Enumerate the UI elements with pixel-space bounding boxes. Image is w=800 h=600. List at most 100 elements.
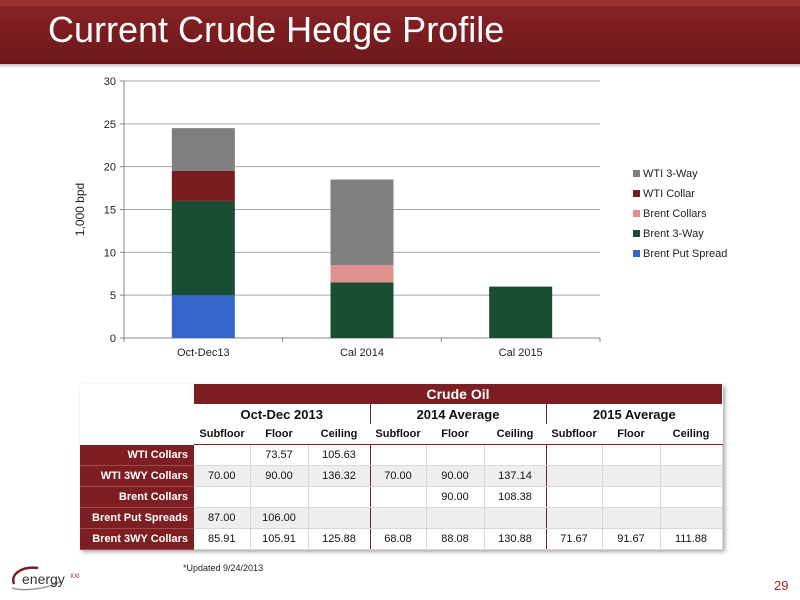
bar-segment	[171, 170, 235, 201]
column-header: Floor	[250, 424, 308, 445]
bar-segment	[330, 282, 394, 338]
legend-swatch	[633, 250, 640, 257]
bar-segment	[330, 179, 394, 266]
logo-suffix: XXI	[70, 574, 80, 580]
table-cell	[426, 507, 485, 529]
table-row: Brent Collars 90.00 108.38	[80, 486, 723, 508]
table-cell	[660, 444, 723, 466]
column-header: Ceiling	[660, 424, 722, 445]
table-cell	[370, 444, 427, 466]
title-bar-shadow	[0, 64, 800, 68]
legend-swatch	[633, 170, 640, 177]
bar-segment	[489, 286, 553, 338]
bar-segment	[330, 265, 394, 283]
logo-text: energy	[22, 571, 65, 587]
legend-label: Brent 3-Way	[643, 228, 704, 240]
table-cell	[546, 486, 603, 508]
table-cell: 70.00	[194, 465, 251, 487]
x-tick-label: Cal 2015	[499, 347, 543, 359]
table-cell: 90.00	[250, 465, 309, 487]
bar-segment	[171, 295, 235, 338]
table-cell	[602, 486, 661, 508]
y-tick-label: 10	[104, 247, 116, 259]
x-tick-label: Cal 2014	[340, 347, 384, 359]
column-header: Ceiling	[308, 424, 370, 445]
table-cell	[370, 507, 427, 529]
table-row: Brent Put Spreads 87.00 106.00	[80, 507, 723, 529]
table-cell	[426, 444, 485, 466]
bar-segment	[171, 200, 235, 296]
footnote: *Updated 9/24/2013	[183, 563, 264, 573]
bar-segment	[171, 128, 235, 171]
table-cell: 125.88	[308, 528, 371, 550]
table-cell	[370, 486, 427, 508]
legend-label: Brent Put Spread	[643, 248, 727, 260]
table-cell	[484, 444, 547, 466]
column-header: Subfloor	[370, 424, 426, 445]
table-cell	[250, 486, 309, 508]
logo-swoosh	[11, 566, 39, 585]
y-tick-label: 20	[104, 162, 116, 174]
slide-title: Current Crude Hedge Profile	[48, 9, 505, 50]
table-title: Crude Oil	[194, 384, 722, 404]
table-cell: 88.08	[426, 528, 485, 550]
legend-swatch	[633, 210, 640, 217]
table-row: Brent 3WY Collars 85.91 105.91 125.88 68…	[80, 528, 723, 550]
table-cell: 90.00	[426, 486, 485, 508]
legend-label: WTI 3-Way	[643, 168, 698, 180]
legend-swatch	[633, 230, 640, 237]
period-header: 2015 Average	[592, 406, 676, 422]
table-cell	[660, 465, 723, 487]
table-cell: 106.00	[250, 507, 309, 529]
table-cell	[546, 465, 603, 487]
row-label: WTI Collars	[80, 444, 194, 466]
table-cell: 136.32	[308, 465, 371, 487]
column-header: Ceiling	[484, 424, 546, 445]
table-cell	[308, 486, 371, 508]
table-cell	[660, 507, 723, 529]
table-cell: 87.00	[194, 507, 251, 529]
energyxxi-logo: energy XXI	[11, 566, 80, 591]
table-cell	[308, 507, 371, 529]
x-tick-label: Oct-Dec13	[177, 347, 230, 359]
table-cell: 90.00	[426, 465, 485, 487]
y-tick-label: 25	[104, 119, 116, 131]
table-cell: 105.63	[308, 444, 371, 466]
y-axis-label: 1,000 bpd	[73, 183, 87, 236]
y-tick-label: 0	[110, 333, 116, 345]
legend-swatch	[633, 190, 640, 197]
column-header: Floor	[426, 424, 484, 445]
logo-swoosh-grey	[11, 581, 61, 591]
row-label: Brent Collars	[80, 486, 194, 508]
table-cell	[602, 444, 661, 466]
period-header: Oct-Dec 2013	[194, 404, 371, 424]
table-cell: 137.14	[484, 465, 547, 487]
table-corner	[80, 404, 194, 424]
column-header: Subfloor	[546, 424, 602, 445]
row-label: WTI 3WY Collars	[80, 465, 194, 487]
period-header: 2014 Average	[370, 404, 547, 424]
table-row: WTI Collars 73.57 105.63	[80, 444, 723, 466]
table-cell	[484, 507, 547, 529]
hedge-volume-chart: 0 5 10 15 20 25 30 1,000 bpd Oct-Dec13 Cal 2014 Ca…	[73, 76, 727, 359]
table-cell	[602, 465, 661, 487]
table-cell: 70.00	[370, 465, 427, 487]
table-cell	[660, 486, 723, 508]
legend-label: Brent Collars	[643, 208, 707, 220]
y-tick-label: 30	[104, 76, 116, 88]
table-cell: 71.67	[546, 528, 603, 550]
table-cell: 108.38	[484, 486, 547, 508]
table-cell	[194, 444, 251, 466]
column-header: Subfloor	[194, 424, 250, 445]
row-label: Brent Put Spreads	[80, 507, 194, 529]
table-cell: 130.88	[484, 528, 547, 550]
crude-oil-table: Crude Oil Oct-Dec 2013 2014 Average 2015…	[80, 384, 723, 550]
table-cell: 73.57	[250, 444, 309, 466]
legend-label: WTI Collar	[643, 188, 695, 200]
table-cell	[546, 507, 603, 529]
table-cell: 111.88	[660, 528, 723, 550]
table-cell	[602, 507, 661, 529]
table-cell: 105.91	[250, 528, 309, 550]
table-corner	[80, 424, 194, 445]
page-number: 29	[774, 578, 789, 593]
